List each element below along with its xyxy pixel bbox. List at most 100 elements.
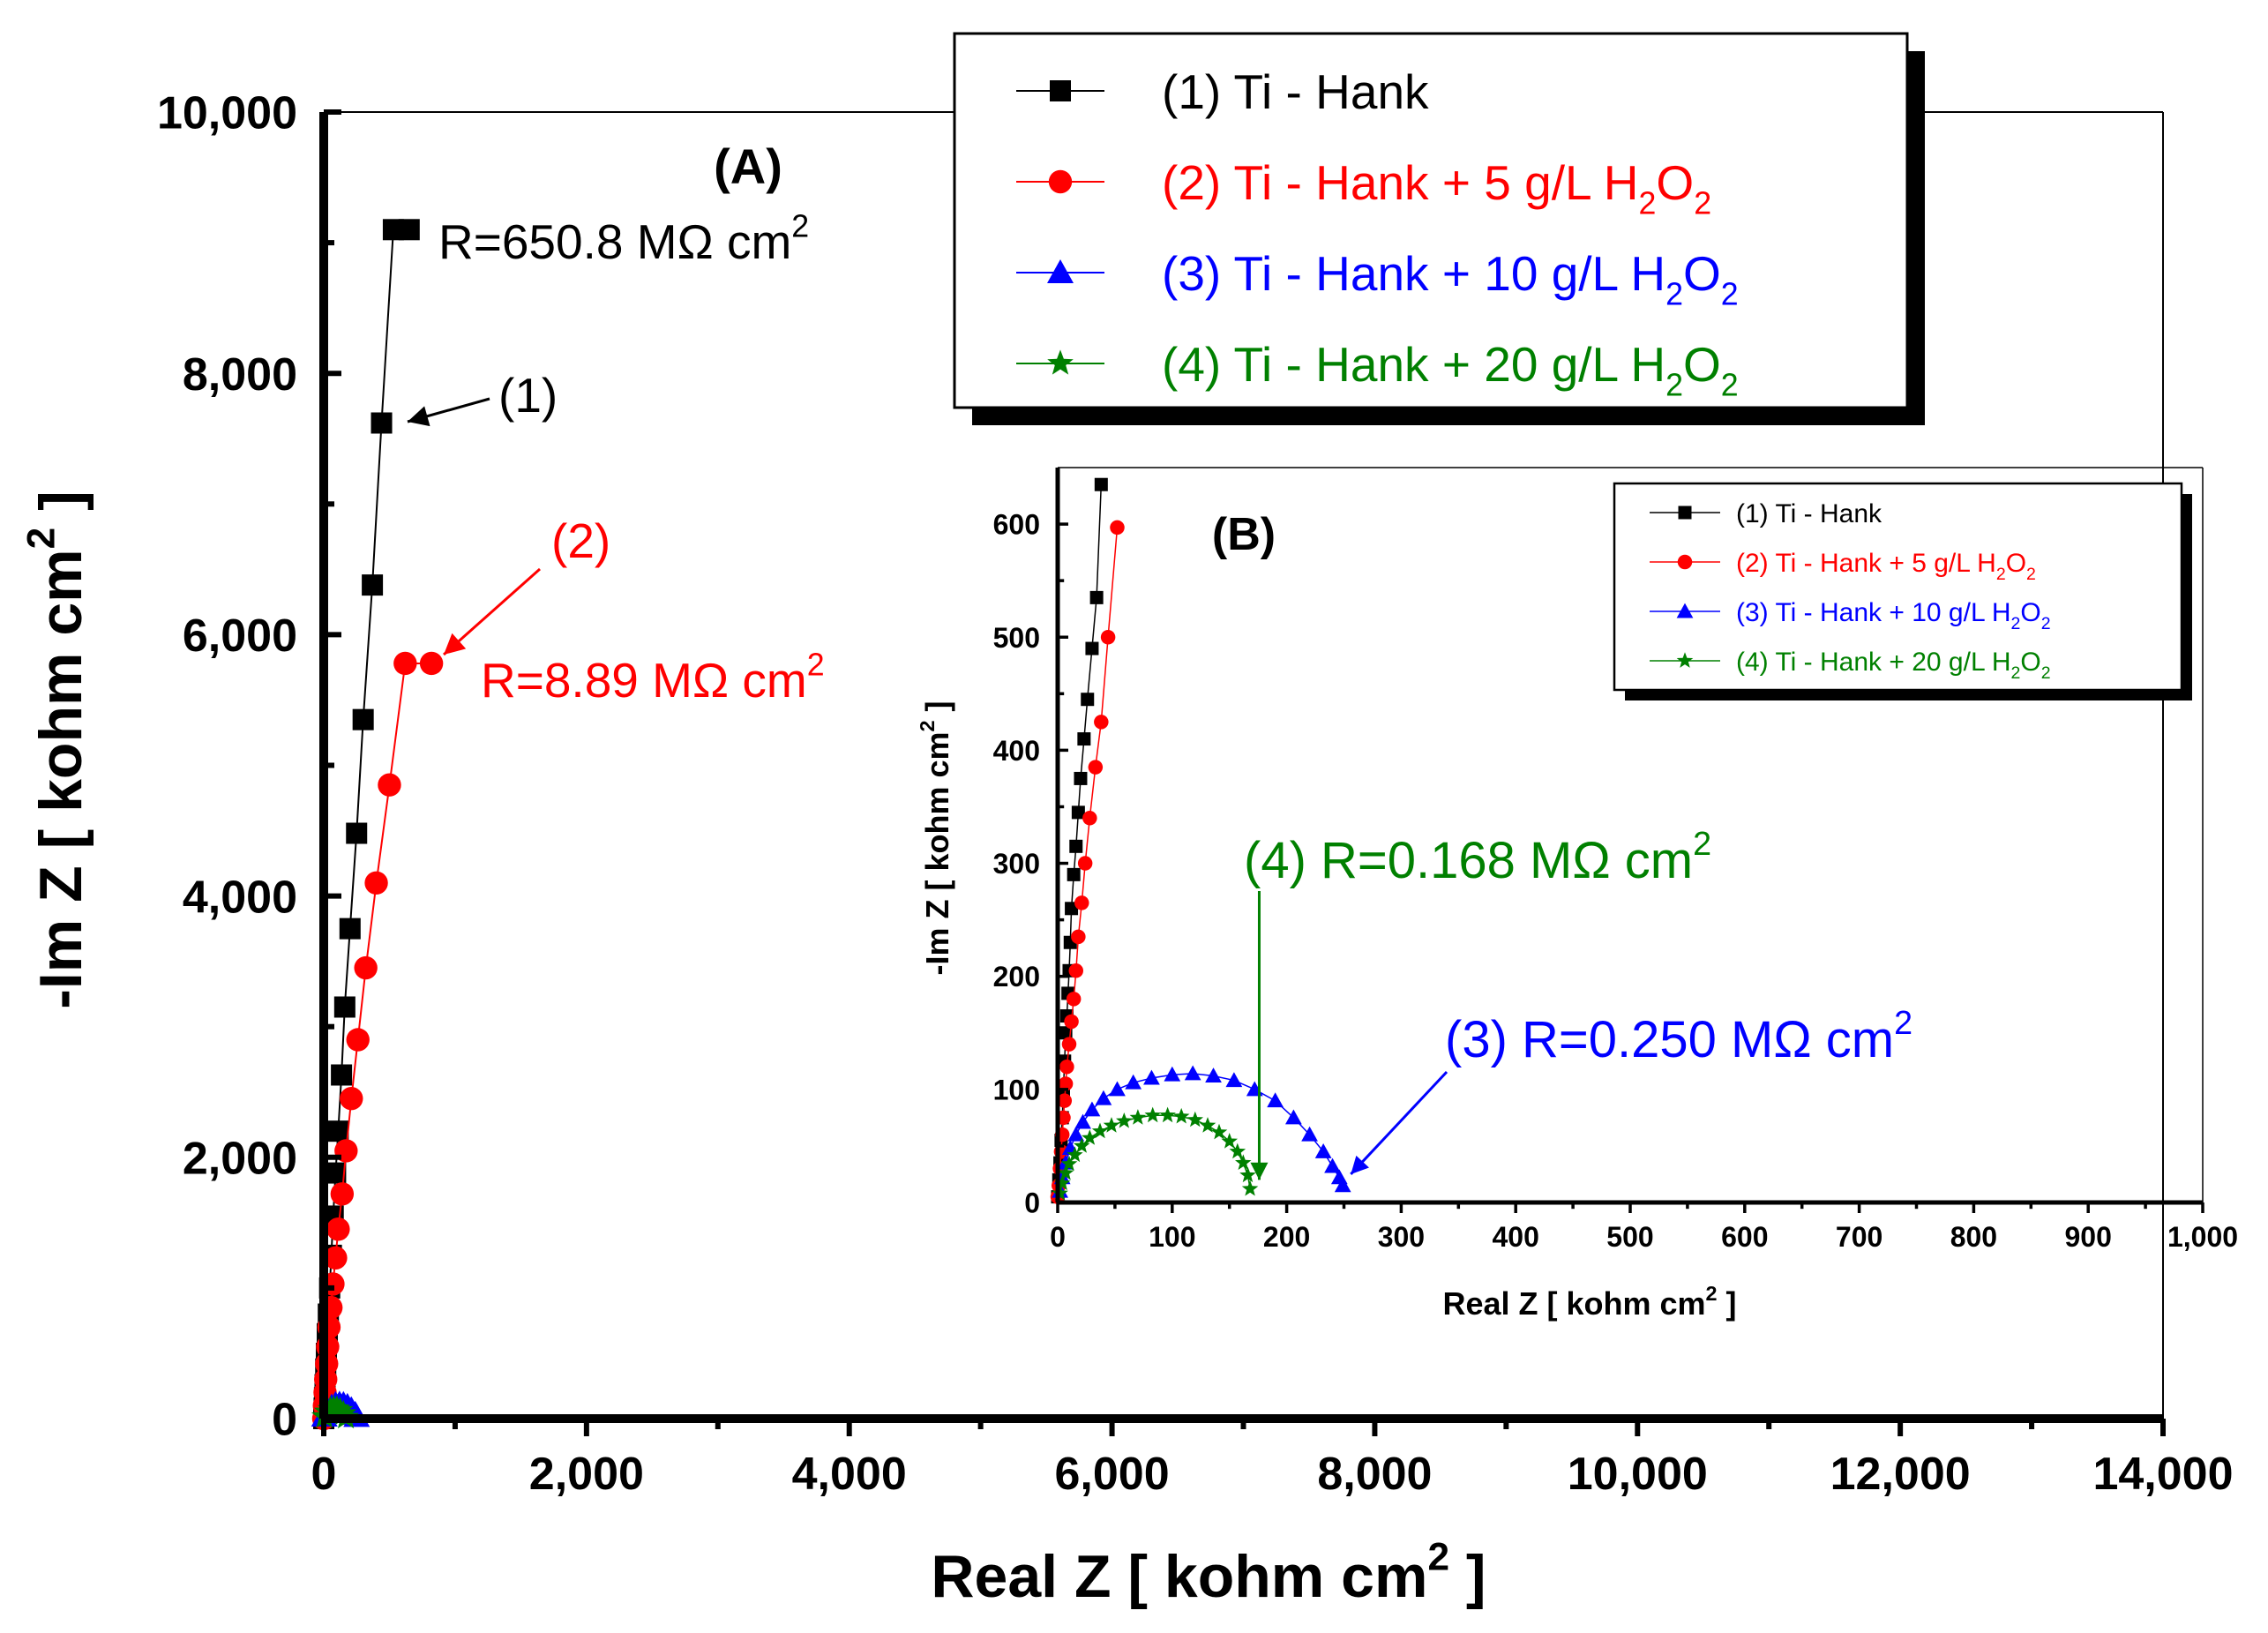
series-4-point [1210, 1123, 1228, 1140]
series-4-point [1221, 1133, 1238, 1149]
legend-box [953, 32, 1909, 409]
series-3-point [1125, 1074, 1142, 1090]
x-tick-label: 300 [1378, 1221, 1425, 1253]
series-2-point [1071, 929, 1086, 945]
annotation-b4: (4) R=0.168 MΩ cm2 [1244, 825, 1711, 889]
x-tick-label: 14,000 [2092, 1449, 2233, 1500]
series-4-point [1067, 1146, 1083, 1163]
series-3-point [1074, 1113, 1091, 1129]
series-1-point [1067, 867, 1081, 881]
series-3-point [1267, 1092, 1284, 1108]
series-2-point [1057, 1093, 1073, 1108]
series-2-point [1077, 856, 1093, 871]
legend-label: (2) Ti - Hank + 5 g/L H2O2 [1162, 155, 1711, 221]
series-3-point [1314, 1142, 1332, 1158]
series-1-point [333, 996, 356, 1018]
x-tick-label: 600 [1721, 1221, 1768, 1253]
x-tick-label: 8,000 [1317, 1449, 1432, 1500]
series-2-point [1100, 629, 1116, 645]
legend-marker-square [1678, 506, 1692, 520]
panel-label: (B) [1212, 509, 1276, 560]
annotation-arrow-3-head [1351, 1155, 1369, 1174]
panel-label: (A) [714, 139, 782, 194]
series-1-point [1077, 732, 1091, 746]
x-tick-label: 1,000 [2167, 1221, 2238, 1253]
legend-item-4: (4) Ti - Hank + 20 g/L H2O2 [1650, 648, 2051, 683]
legend-item-1: (1) Ti - Hank [1016, 64, 1429, 119]
series-1-point [1094, 477, 1108, 491]
series-2-point [330, 1182, 355, 1206]
annotation-arrow-2-head [444, 633, 467, 655]
series-1-point [1081, 693, 1095, 707]
series-2-point [326, 1217, 350, 1241]
annotation-a4: R=8.89 MΩ cm2 [481, 647, 825, 708]
x-axis-title: Real Z [ kohm cm2 ] [1442, 1282, 1736, 1322]
y-tick-label: 6,000 [183, 611, 297, 662]
legend-item-2: (2) Ti - Hank + 5 g/L H2O2 [1016, 155, 1711, 221]
series-1-point [371, 412, 393, 434]
x-tick-label: 800 [1950, 1221, 1997, 1253]
series-4-point [1091, 1122, 1109, 1139]
y-tick-label: 2,000 [183, 1134, 297, 1185]
legend-label: (1) Ti - Hank [1162, 64, 1429, 119]
series-3-point [1164, 1066, 1181, 1082]
legend-marker-circle [1048, 169, 1073, 194]
series-4-point [1116, 1112, 1133, 1128]
series-1-point [346, 822, 368, 844]
y-tick-label: 400 [993, 735, 1040, 767]
series-3-point [1225, 1072, 1243, 1088]
legend-marker-star [1676, 652, 1694, 668]
series-2-point [1059, 1059, 1074, 1075]
legend-item-3: (3) Ti - Hank + 10 g/L H2O2 [1650, 598, 2051, 633]
annotation-a2: (1) [498, 368, 558, 423]
legend-label: (4) Ti - Hank + 20 g/L H2O2 [1162, 337, 1739, 403]
series-4-point [1235, 1154, 1252, 1170]
series-1-point [331, 1064, 353, 1086]
series-1-point [1065, 902, 1079, 916]
series-2-point [1110, 520, 1125, 536]
y-tick-label: 0 [1024, 1187, 1040, 1219]
y-axis-title: -Im Z [ kohm cm2 ] [916, 700, 955, 975]
legend-box [1613, 482, 2183, 692]
series-4-point [1129, 1109, 1147, 1125]
y-axis-title: -Im Z [ kohm cm2 ] [19, 491, 94, 1009]
y-tick-label: 600 [993, 509, 1040, 541]
y-tick-label: 8,000 [183, 349, 297, 401]
annotation-arrow-1-head [408, 406, 430, 427]
series-4-point [1186, 1111, 1203, 1127]
panel-main: 0 2,000 4,000 6,000 8,000 10,000 12,000 14,000 0… [19, 32, 2234, 1610]
y-tick-label: 200 [993, 961, 1040, 993]
series-2 [311, 651, 444, 1431]
legend-item-4: (4) Ti - Hank + 20 g/L H2O2 [1016, 337, 1739, 403]
x-tick-label: 100 [1149, 1221, 1195, 1253]
annotation-arrow-4-head [1250, 1162, 1269, 1180]
y-tick-label: 4,000 [183, 872, 297, 923]
series-2-point [1074, 895, 1089, 910]
annotation-a3: (2) [551, 513, 610, 568]
series-2-point [1088, 760, 1104, 775]
series-1-point [1085, 641, 1099, 655]
panel-inset: 0 100 200 300 400 500 600 700 800 900 1,000 0 100 200… [916, 467, 2238, 1322]
series-2-point [1061, 1037, 1077, 1052]
series-1-point [352, 708, 374, 730]
series-4-point [1074, 1137, 1090, 1153]
series-4 [1052, 1106, 1259, 1201]
y-tick-label: 300 [993, 848, 1040, 880]
legend-marker-triangle [1047, 259, 1074, 283]
legend-marker-circle [1677, 554, 1693, 570]
series-2-point [364, 871, 388, 895]
series-1-point [339, 918, 361, 940]
legend-item-1: (1) Ti - Hank [1650, 499, 1883, 528]
series-3-point [1095, 1090, 1112, 1105]
series-4-point [1239, 1166, 1256, 1183]
legend-marker-triangle [1676, 603, 1694, 618]
series-3-point [1334, 1177, 1351, 1193]
annotation-a1: R=650.8 MΩ cm2 [438, 208, 809, 269]
series-2-point [378, 773, 401, 797]
series-4-point [1103, 1117, 1120, 1133]
x-tick-label: 10,000 [1568, 1449, 1708, 1500]
series-4-point [1060, 1155, 1078, 1172]
series-3-point [1067, 1126, 1085, 1142]
series-3-point [1301, 1126, 1318, 1142]
